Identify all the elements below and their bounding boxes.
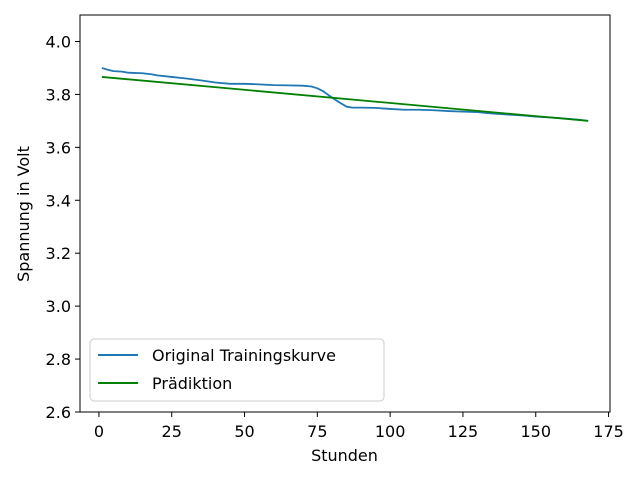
y-tick-label: 4.0 bbox=[46, 32, 71, 51]
axes: 0 25 50 75 100 125 150 175 2.6 2.8 3.0 3.2 3.4 3.6 3.8… bbox=[46, 14, 624, 441]
x-tick-label: 150 bbox=[520, 422, 551, 441]
y-tick-label: 3.0 bbox=[46, 297, 71, 316]
y-tick-label: 3.4 bbox=[46, 191, 71, 210]
x-tick-label: 0 bbox=[94, 422, 104, 441]
y-tick-label: 2.6 bbox=[46, 403, 71, 422]
y-axis-label: Spannung in Volt bbox=[14, 146, 33, 282]
y-tick-label: 3.8 bbox=[46, 85, 71, 104]
plot-area bbox=[101, 67, 589, 122]
legend-frame bbox=[89, 338, 385, 402]
x-tick-label: 100 bbox=[375, 422, 406, 441]
legend-label-original: Original Trainingskurve bbox=[152, 346, 336, 365]
y-tick-label: 3.6 bbox=[46, 138, 71, 157]
series-line-prediction bbox=[101, 76, 589, 122]
x-axis-label: Stunden bbox=[311, 446, 378, 465]
x-tick-label: 125 bbox=[448, 422, 479, 441]
y-tick-label: 3.2 bbox=[46, 244, 71, 263]
legend: Original Trainingskurve Prädiktion bbox=[89, 338, 385, 402]
x-tick-label: 75 bbox=[307, 422, 327, 441]
y-tick-label: 2.8 bbox=[46, 350, 71, 369]
series-line-original bbox=[101, 67, 589, 122]
x-tick-label: 175 bbox=[593, 422, 624, 441]
x-tick-label: 25 bbox=[162, 422, 182, 441]
legend-label-prediction: Prädiktion bbox=[152, 374, 232, 393]
axes-frame bbox=[79, 14, 611, 413]
x-tick-label: 50 bbox=[234, 422, 254, 441]
